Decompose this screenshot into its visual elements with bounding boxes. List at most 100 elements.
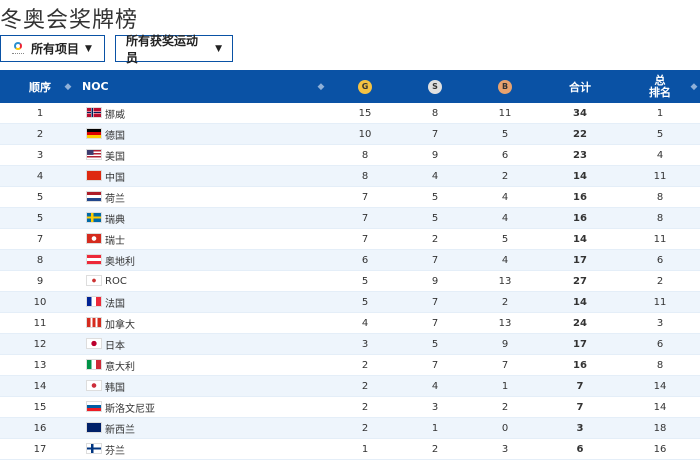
table-row[interactable]: 5 瑞典 7 5 4 16 8 (0, 208, 700, 229)
total-count: 14 (573, 296, 587, 308)
bronze-count: 9 (501, 338, 509, 350)
noc-name[interactable]: 荷兰 (105, 193, 125, 205)
col-noc[interactable]: NOC (82, 80, 109, 93)
table-row[interactable]: 2 德国 10 7 5 22 5 (0, 124, 700, 145)
events-dropdown[interactable]: 所有项目 ▼ (0, 35, 105, 62)
gold-count: 7 (361, 212, 369, 224)
sweden-flag-icon (86, 212, 102, 223)
col-bronze[interactable]: B (495, 70, 515, 103)
col-rank[interactable]: 顺序 (29, 80, 51, 94)
table-row[interactable]: 13 意大利 2 7 7 16 8 (0, 355, 700, 376)
silver-count: 7 (431, 254, 439, 266)
germany-flag-icon (86, 128, 102, 139)
col-overall-rank-line2: 排名 (649, 85, 671, 99)
new-zealand-flag-icon (86, 422, 102, 433)
total-count: 23 (573, 149, 587, 161)
caret-down-icon: ▼ (85, 43, 92, 54)
sort-icon[interactable]: ◆ (317, 81, 325, 92)
noc-name[interactable]: 加拿大 (105, 319, 135, 331)
table-row[interactable]: 15 斯洛文尼亚 2 3 2 7 14 (0, 397, 700, 418)
bronze-count: 0 (501, 422, 509, 434)
gold-count: 3 (361, 338, 369, 350)
bronze-count: 2 (501, 401, 509, 413)
table-row[interactable]: 4 中国 8 4 2 14 11 (0, 166, 700, 187)
overall-rank: 8 (656, 212, 664, 224)
noc-name[interactable]: 瑞典 (105, 214, 125, 226)
noc-name[interactable]: 美国 (105, 151, 125, 163)
total-count: 22 (573, 128, 587, 140)
gold-count: 2 (361, 359, 369, 371)
china-flag-icon (86, 170, 102, 181)
athletes-dropdown[interactable]: 所有获奖运动员 ▼ (115, 34, 233, 65)
canada-flag-icon (86, 317, 102, 328)
noc-name[interactable]: 法国 (105, 298, 125, 310)
col-total[interactable]: 合计 (569, 80, 591, 94)
noc-name[interactable]: 奥地利 (105, 256, 135, 268)
silver-count: 9 (431, 275, 439, 287)
rank-cell: 14 (33, 380, 47, 392)
noc-name[interactable]: 意大利 (105, 361, 135, 373)
silver-count: 7 (431, 128, 439, 140)
table-row[interactable]: 8 奥地利 6 7 4 17 6 (0, 250, 700, 271)
bronze-count: 2 (501, 296, 509, 308)
table-row[interactable]: 16 新西兰 2 1 0 3 18 (0, 418, 700, 439)
silver-count: 3 (431, 401, 439, 413)
table-row[interactable]: 5 荷兰 7 5 4 16 8 (0, 187, 700, 208)
france-flag-icon (86, 296, 102, 307)
noc-name[interactable]: 德国 (105, 130, 125, 142)
gold-count: 2 (361, 380, 369, 392)
bronze-count: 4 (501, 254, 509, 266)
table-row[interactable]: 14 韩国 2 4 1 7 14 (0, 376, 700, 397)
table-row[interactable]: 10 法国 5 7 2 14 11 (0, 292, 700, 313)
noc-name[interactable]: 日本 (105, 340, 125, 352)
rank-cell: 16 (33, 422, 47, 434)
table-row[interactable]: 9 ROC 5 9 13 27 2 (0, 271, 700, 292)
table-row[interactable]: 12 日本 3 5 9 17 6 (0, 334, 700, 355)
noc-name[interactable]: 芬兰 (105, 445, 125, 457)
col-silver[interactable]: S (425, 70, 445, 103)
rank-cell: 10 (33, 296, 47, 308)
noc-name[interactable]: 新西兰 (105, 424, 135, 436)
noc-name[interactable]: 挪威 (105, 109, 125, 121)
col-gold[interactable]: G (355, 70, 375, 103)
overall-rank: 11 (653, 296, 667, 308)
rank-cell: 5 (36, 191, 44, 203)
overall-rank: 4 (656, 149, 664, 161)
noc-name[interactable]: 斯洛文尼亚 (105, 403, 155, 415)
table-row[interactable]: 3 美国 8 9 6 23 4 (0, 145, 700, 166)
noc-name[interactable]: 韩国 (105, 382, 125, 394)
total-count: 16 (573, 212, 587, 224)
noc-name[interactable]: ROC (105, 275, 127, 287)
sort-icon[interactable]: ◆ (64, 81, 72, 92)
overall-rank: 8 (656, 359, 664, 371)
bronze-count: 13 (498, 275, 512, 287)
silver-count: 7 (431, 317, 439, 329)
overall-rank: 8 (656, 191, 664, 203)
silver-count: 1 (431, 422, 439, 434)
table-row[interactable]: 11 加拿大 4 7 13 24 3 (0, 313, 700, 334)
noc-name[interactable]: 中国 (105, 172, 125, 184)
bronze-count: 4 (501, 212, 509, 224)
rank-cell: 1 (36, 107, 44, 119)
total-count: 16 (573, 359, 587, 371)
total-count: 6 (576, 443, 584, 455)
overall-rank: 1 (656, 107, 664, 119)
gold-count: 2 (361, 422, 369, 434)
table-row[interactable]: 17 芬兰 1 2 3 6 16 (0, 439, 700, 460)
overall-rank: 16 (653, 443, 667, 455)
overall-rank: 2 (656, 275, 664, 287)
gold-count: 8 (361, 149, 369, 161)
table-row[interactable]: 1 挪威 15 8 11 34 1 (0, 103, 700, 124)
table-row[interactable]: 7 瑞士 7 2 5 14 11 (0, 229, 700, 250)
silver-count: 9 (431, 149, 439, 161)
netherlands-flag-icon (86, 191, 102, 202)
overall-rank: 6 (656, 338, 664, 350)
overall-rank: 11 (653, 233, 667, 245)
silver-count: 7 (431, 296, 439, 308)
col-overall-rank[interactable]: 总 排名 (640, 70, 680, 103)
silver-medal-icon: S (428, 79, 442, 94)
sort-icon[interactable]: ◆ (690, 81, 698, 92)
silver-count: 2 (431, 233, 439, 245)
noc-name[interactable]: 瑞士 (105, 235, 125, 247)
gold-count: 5 (361, 296, 369, 308)
